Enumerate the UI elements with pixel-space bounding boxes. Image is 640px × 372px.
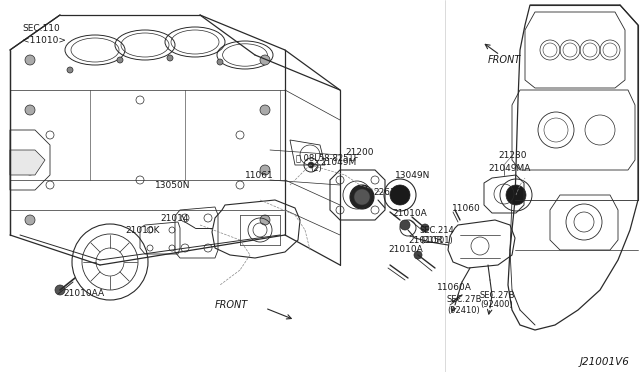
Circle shape xyxy=(260,55,270,65)
Circle shape xyxy=(25,215,35,225)
Text: 21014: 21014 xyxy=(160,214,189,222)
Circle shape xyxy=(308,162,314,168)
Text: SEC.110: SEC.110 xyxy=(22,23,60,32)
Circle shape xyxy=(25,55,35,65)
Text: SEC.27B: SEC.27B xyxy=(480,291,515,299)
Text: <11010>: <11010> xyxy=(22,35,66,45)
Circle shape xyxy=(354,189,370,205)
Text: FRONT: FRONT xyxy=(215,300,248,310)
Text: (2): (2) xyxy=(310,164,322,173)
Circle shape xyxy=(260,105,270,115)
Circle shape xyxy=(25,165,35,175)
Circle shape xyxy=(421,224,429,232)
Text: 11060: 11060 xyxy=(452,203,481,212)
Text: SEC.27B: SEC.27B xyxy=(447,295,483,305)
Circle shape xyxy=(390,185,410,205)
Text: 21049M: 21049M xyxy=(320,157,356,167)
Circle shape xyxy=(117,57,123,63)
Text: 22630: 22630 xyxy=(373,187,401,196)
Text: 11060A: 11060A xyxy=(437,283,472,292)
Text: (92400): (92400) xyxy=(480,301,513,310)
Text: 21230: 21230 xyxy=(498,151,527,160)
Text: 21010A: 21010A xyxy=(392,208,427,218)
Text: 21200: 21200 xyxy=(345,148,374,157)
Polygon shape xyxy=(10,150,45,175)
Text: 21010AA: 21010AA xyxy=(63,289,104,298)
Circle shape xyxy=(25,105,35,115)
Text: 21010K: 21010K xyxy=(125,225,159,234)
Text: 11061: 11061 xyxy=(245,170,274,180)
Circle shape xyxy=(414,251,422,259)
Circle shape xyxy=(217,59,223,65)
Text: (21501): (21501) xyxy=(420,235,452,244)
Circle shape xyxy=(67,67,73,73)
Text: Ⓜ 08L58-8251F: Ⓜ 08L58-8251F xyxy=(296,154,358,163)
Circle shape xyxy=(260,165,270,175)
Text: J21001V6: J21001V6 xyxy=(580,357,630,367)
Text: FRONT: FRONT xyxy=(488,55,521,65)
Text: SEC.214: SEC.214 xyxy=(420,225,455,234)
Circle shape xyxy=(506,185,526,205)
Text: 21010R: 21010R xyxy=(408,235,443,244)
Circle shape xyxy=(400,220,410,230)
Text: 13050N: 13050N xyxy=(155,180,191,189)
Text: (92410): (92410) xyxy=(447,305,480,314)
Text: 13049N: 13049N xyxy=(395,170,430,180)
Text: 21010A: 21010A xyxy=(388,246,423,254)
Circle shape xyxy=(260,215,270,225)
Circle shape xyxy=(55,285,65,295)
Circle shape xyxy=(167,55,173,61)
Circle shape xyxy=(350,185,374,209)
Text: 21049MA: 21049MA xyxy=(488,164,531,173)
